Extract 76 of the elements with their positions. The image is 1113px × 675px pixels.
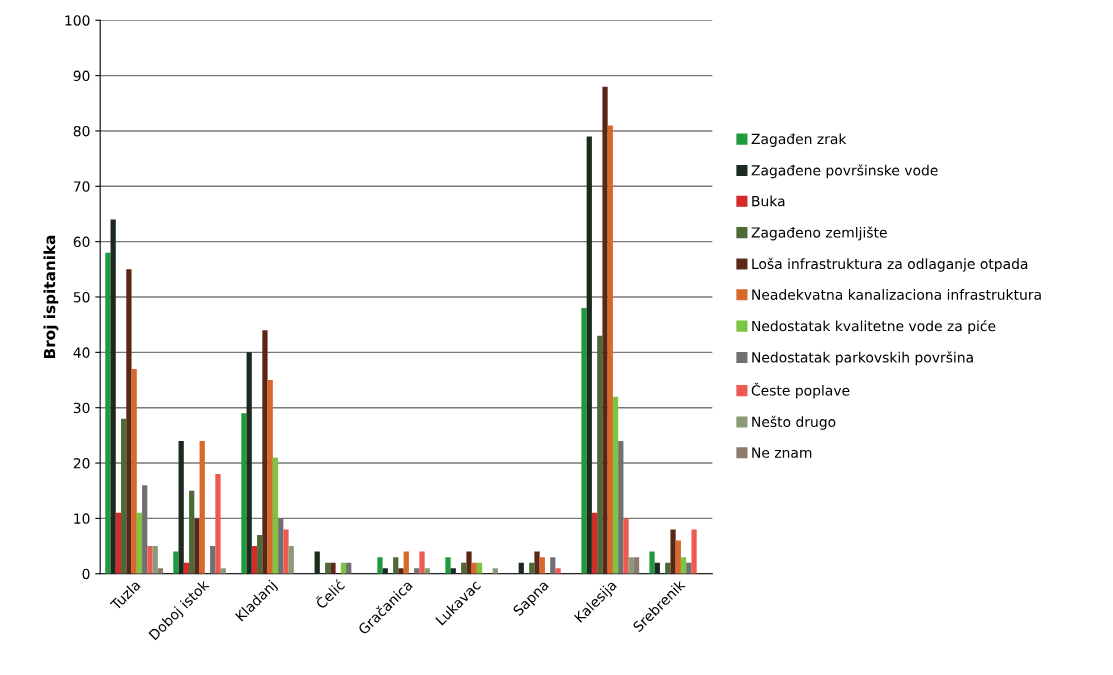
bar (550, 557, 556, 574)
legend-label: Zagađene površinske vode (751, 164, 938, 179)
bar (377, 557, 383, 574)
bar (670, 529, 676, 574)
bar (136, 512, 143, 574)
legend-label: Zagađeno zemljište (751, 226, 887, 241)
legend-label: Ne znam (752, 447, 812, 458)
bar (272, 457, 279, 574)
bar (283, 529, 289, 574)
bar (105, 252, 111, 574)
bar (178, 440, 184, 574)
y-tick-label: 80 (73, 125, 90, 137)
bar (199, 440, 205, 574)
y-tick-label: 40 (73, 347, 90, 358)
bar (445, 557, 451, 574)
bar (131, 368, 137, 574)
bar (591, 512, 598, 574)
bar (403, 551, 409, 574)
bar (115, 512, 122, 574)
bar (419, 551, 425, 574)
bar (210, 546, 216, 574)
bar (189, 490, 195, 574)
bar (173, 551, 179, 574)
bar (152, 546, 158, 574)
bar (262, 330, 268, 574)
bar (607, 125, 613, 574)
bar (628, 557, 634, 574)
bar (675, 540, 681, 574)
legend-label: Nedostatak kvalitetne vode za piće (752, 319, 996, 334)
legend-label: Neadekvatna kanalizaciona infrastruktura (752, 289, 1041, 300)
bar (126, 269, 132, 574)
bar (398, 568, 404, 574)
bar (597, 335, 603, 574)
y-tick-label: 20 (73, 458, 90, 469)
y-tick-label: 100 (65, 15, 90, 26)
y-tick-label: 0 (82, 568, 90, 580)
legend-label: Nešto drugo (752, 415, 836, 430)
bar (251, 546, 258, 574)
y-tick-label: 60 (73, 236, 90, 248)
bar (147, 546, 153, 574)
bar (539, 557, 545, 574)
y-tick-label: 10 (74, 513, 90, 524)
bar (267, 380, 273, 574)
bar (602, 86, 608, 574)
bar (110, 219, 116, 574)
bar (586, 136, 592, 574)
bar (555, 568, 561, 574)
bar (466, 551, 472, 574)
legend-label: Zagađen zrak (751, 133, 847, 147)
bar (534, 551, 540, 574)
y-tick-label: 90 (73, 70, 90, 82)
bar (257, 535, 263, 574)
bar (215, 474, 221, 574)
bar (680, 557, 687, 574)
y-tick-label: 30 (73, 402, 90, 414)
bar (246, 352, 252, 574)
bar (121, 418, 127, 574)
bar (581, 308, 587, 574)
bar (393, 557, 399, 574)
bar (623, 518, 629, 574)
bar (194, 518, 200, 574)
bar (633, 557, 640, 574)
bar (241, 413, 247, 574)
bar (330, 562, 336, 574)
legend-label: Nedostatak parkovskih površina (752, 351, 973, 366)
legend-label: Loša infrastruktura za odlaganje otpada (752, 257, 1028, 272)
y-tick-label: 50 (73, 291, 90, 303)
bar (612, 396, 619, 574)
y-axis-title: Broj ispitanika (43, 235, 59, 359)
bar (314, 551, 320, 574)
y-tick-label: 70 (73, 181, 90, 192)
legend-label: Česte poplave (751, 382, 850, 399)
bar (649, 551, 655, 574)
legend-label: Buka (752, 195, 785, 207)
bar (288, 546, 294, 574)
bar (691, 529, 697, 574)
